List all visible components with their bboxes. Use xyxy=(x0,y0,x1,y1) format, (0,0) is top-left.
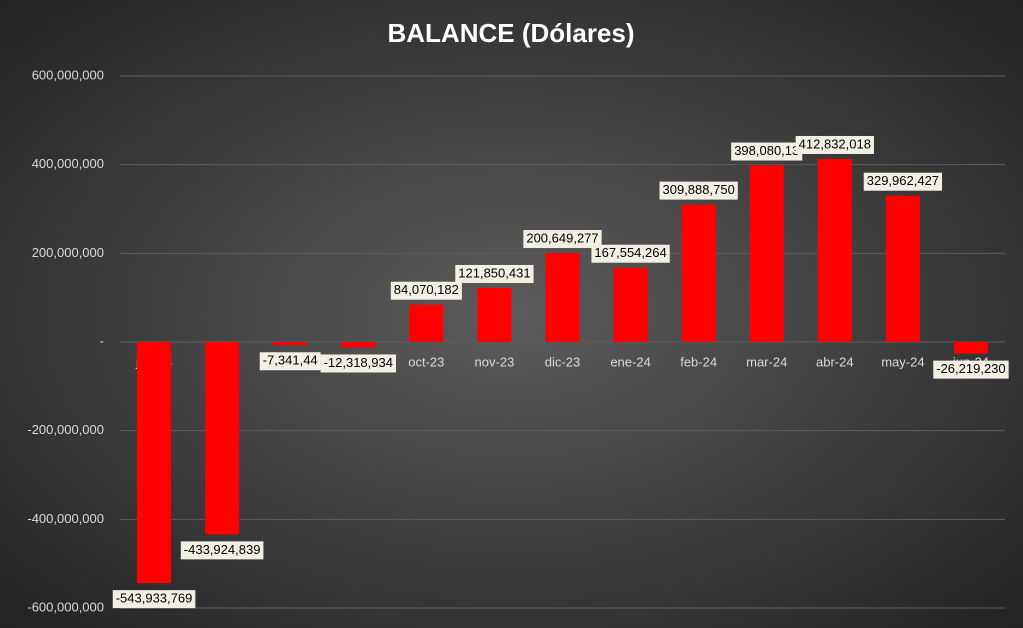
data-label: 167,554,264 xyxy=(594,245,666,260)
bar xyxy=(817,158,852,342)
x-tick-label: nov-23 xyxy=(475,354,515,369)
y-tick-label: 200,000,000 xyxy=(32,245,104,260)
y-tick-label: - xyxy=(100,333,104,348)
data-label: 200,649,277 xyxy=(526,230,598,245)
x-tick-label: dic-23 xyxy=(545,354,580,369)
x-tick-label: mar-24 xyxy=(746,354,787,369)
x-tick-label: ene-24 xyxy=(610,354,650,369)
chart-title: BALANCE (Dólares) xyxy=(387,18,634,48)
bar xyxy=(477,287,512,342)
data-label-box xyxy=(112,590,196,609)
data-label: -543,933,769 xyxy=(116,591,193,606)
bar xyxy=(749,165,784,342)
bar xyxy=(137,342,172,584)
y-tick-label: 600,000,000 xyxy=(32,67,104,82)
bar xyxy=(953,342,988,354)
y-tick-label: -600,000,000 xyxy=(27,599,104,614)
data-label: -433,924,839 xyxy=(184,542,261,557)
data-label-box xyxy=(795,135,874,154)
data-label-box xyxy=(180,541,264,560)
data-label: -7,341,44 xyxy=(263,353,318,368)
data-label: 398,080,13 xyxy=(734,143,799,158)
y-tick-label: -200,000,000 xyxy=(27,422,104,437)
data-label: 412,832,018 xyxy=(799,136,871,151)
data-label: -26,219,230 xyxy=(936,361,1005,376)
data-label-box xyxy=(731,142,803,161)
data-label-box xyxy=(659,181,738,200)
data-label-box xyxy=(259,352,321,371)
x-tick-label: abr-24 xyxy=(816,354,854,369)
data-label: 329,962,427 xyxy=(867,173,939,188)
y-tick-label: -400,000,000 xyxy=(27,511,104,526)
data-label-box xyxy=(933,360,1009,379)
data-label: 121,850,431 xyxy=(458,265,530,280)
bar xyxy=(545,253,580,342)
data-label: 309,888,750 xyxy=(663,182,735,197)
data-label-box xyxy=(523,230,602,249)
data-label: -12,318,934 xyxy=(324,355,393,370)
data-label-box xyxy=(320,354,396,373)
bar xyxy=(613,267,648,342)
x-tick-label: may-24 xyxy=(881,354,924,369)
data-label-box xyxy=(863,172,943,191)
data-label-box xyxy=(390,281,462,300)
bar xyxy=(885,195,920,342)
bar xyxy=(681,204,716,342)
data-label: 84,070,182 xyxy=(394,282,459,297)
bar xyxy=(409,304,444,342)
bar xyxy=(205,342,240,535)
y-tick-label: 400,000,000 xyxy=(32,156,104,171)
data-label-box xyxy=(455,264,534,283)
bar xyxy=(273,342,308,346)
x-tick-label: feb-24 xyxy=(680,354,717,369)
x-tick-label: oct-23 xyxy=(408,354,444,369)
data-label-box xyxy=(591,244,670,263)
bar xyxy=(341,342,376,348)
